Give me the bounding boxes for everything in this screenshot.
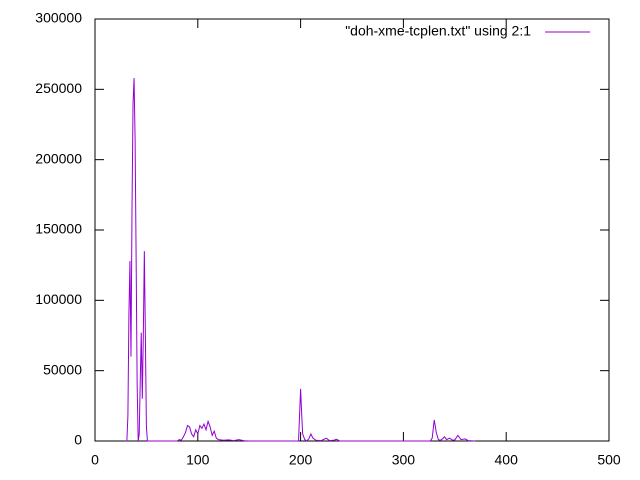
y-tick-label: 300000	[35, 10, 82, 26]
x-tick-label: 400	[495, 452, 519, 468]
x-tick-label: 100	[186, 452, 210, 468]
x-tick-label: 500	[597, 452, 621, 468]
y-tick-label: 0	[74, 432, 82, 448]
y-tick-label: 200000	[35, 150, 82, 166]
plot-border	[94, 18, 610, 442]
legend-label: "doh-xme-tcplen.txt" using 2:1	[345, 23, 531, 39]
y-tick-label: 150000	[35, 221, 82, 237]
x-tick-label: 200	[289, 452, 313, 468]
data-line	[125, 78, 476, 442]
x-tick-label: 300	[392, 452, 416, 468]
y-tick-label: 50000	[43, 361, 82, 377]
y-tick-label: 100000	[35, 291, 82, 307]
y-tick-label: 250000	[35, 80, 82, 96]
x-tick-label: 0	[91, 452, 99, 468]
